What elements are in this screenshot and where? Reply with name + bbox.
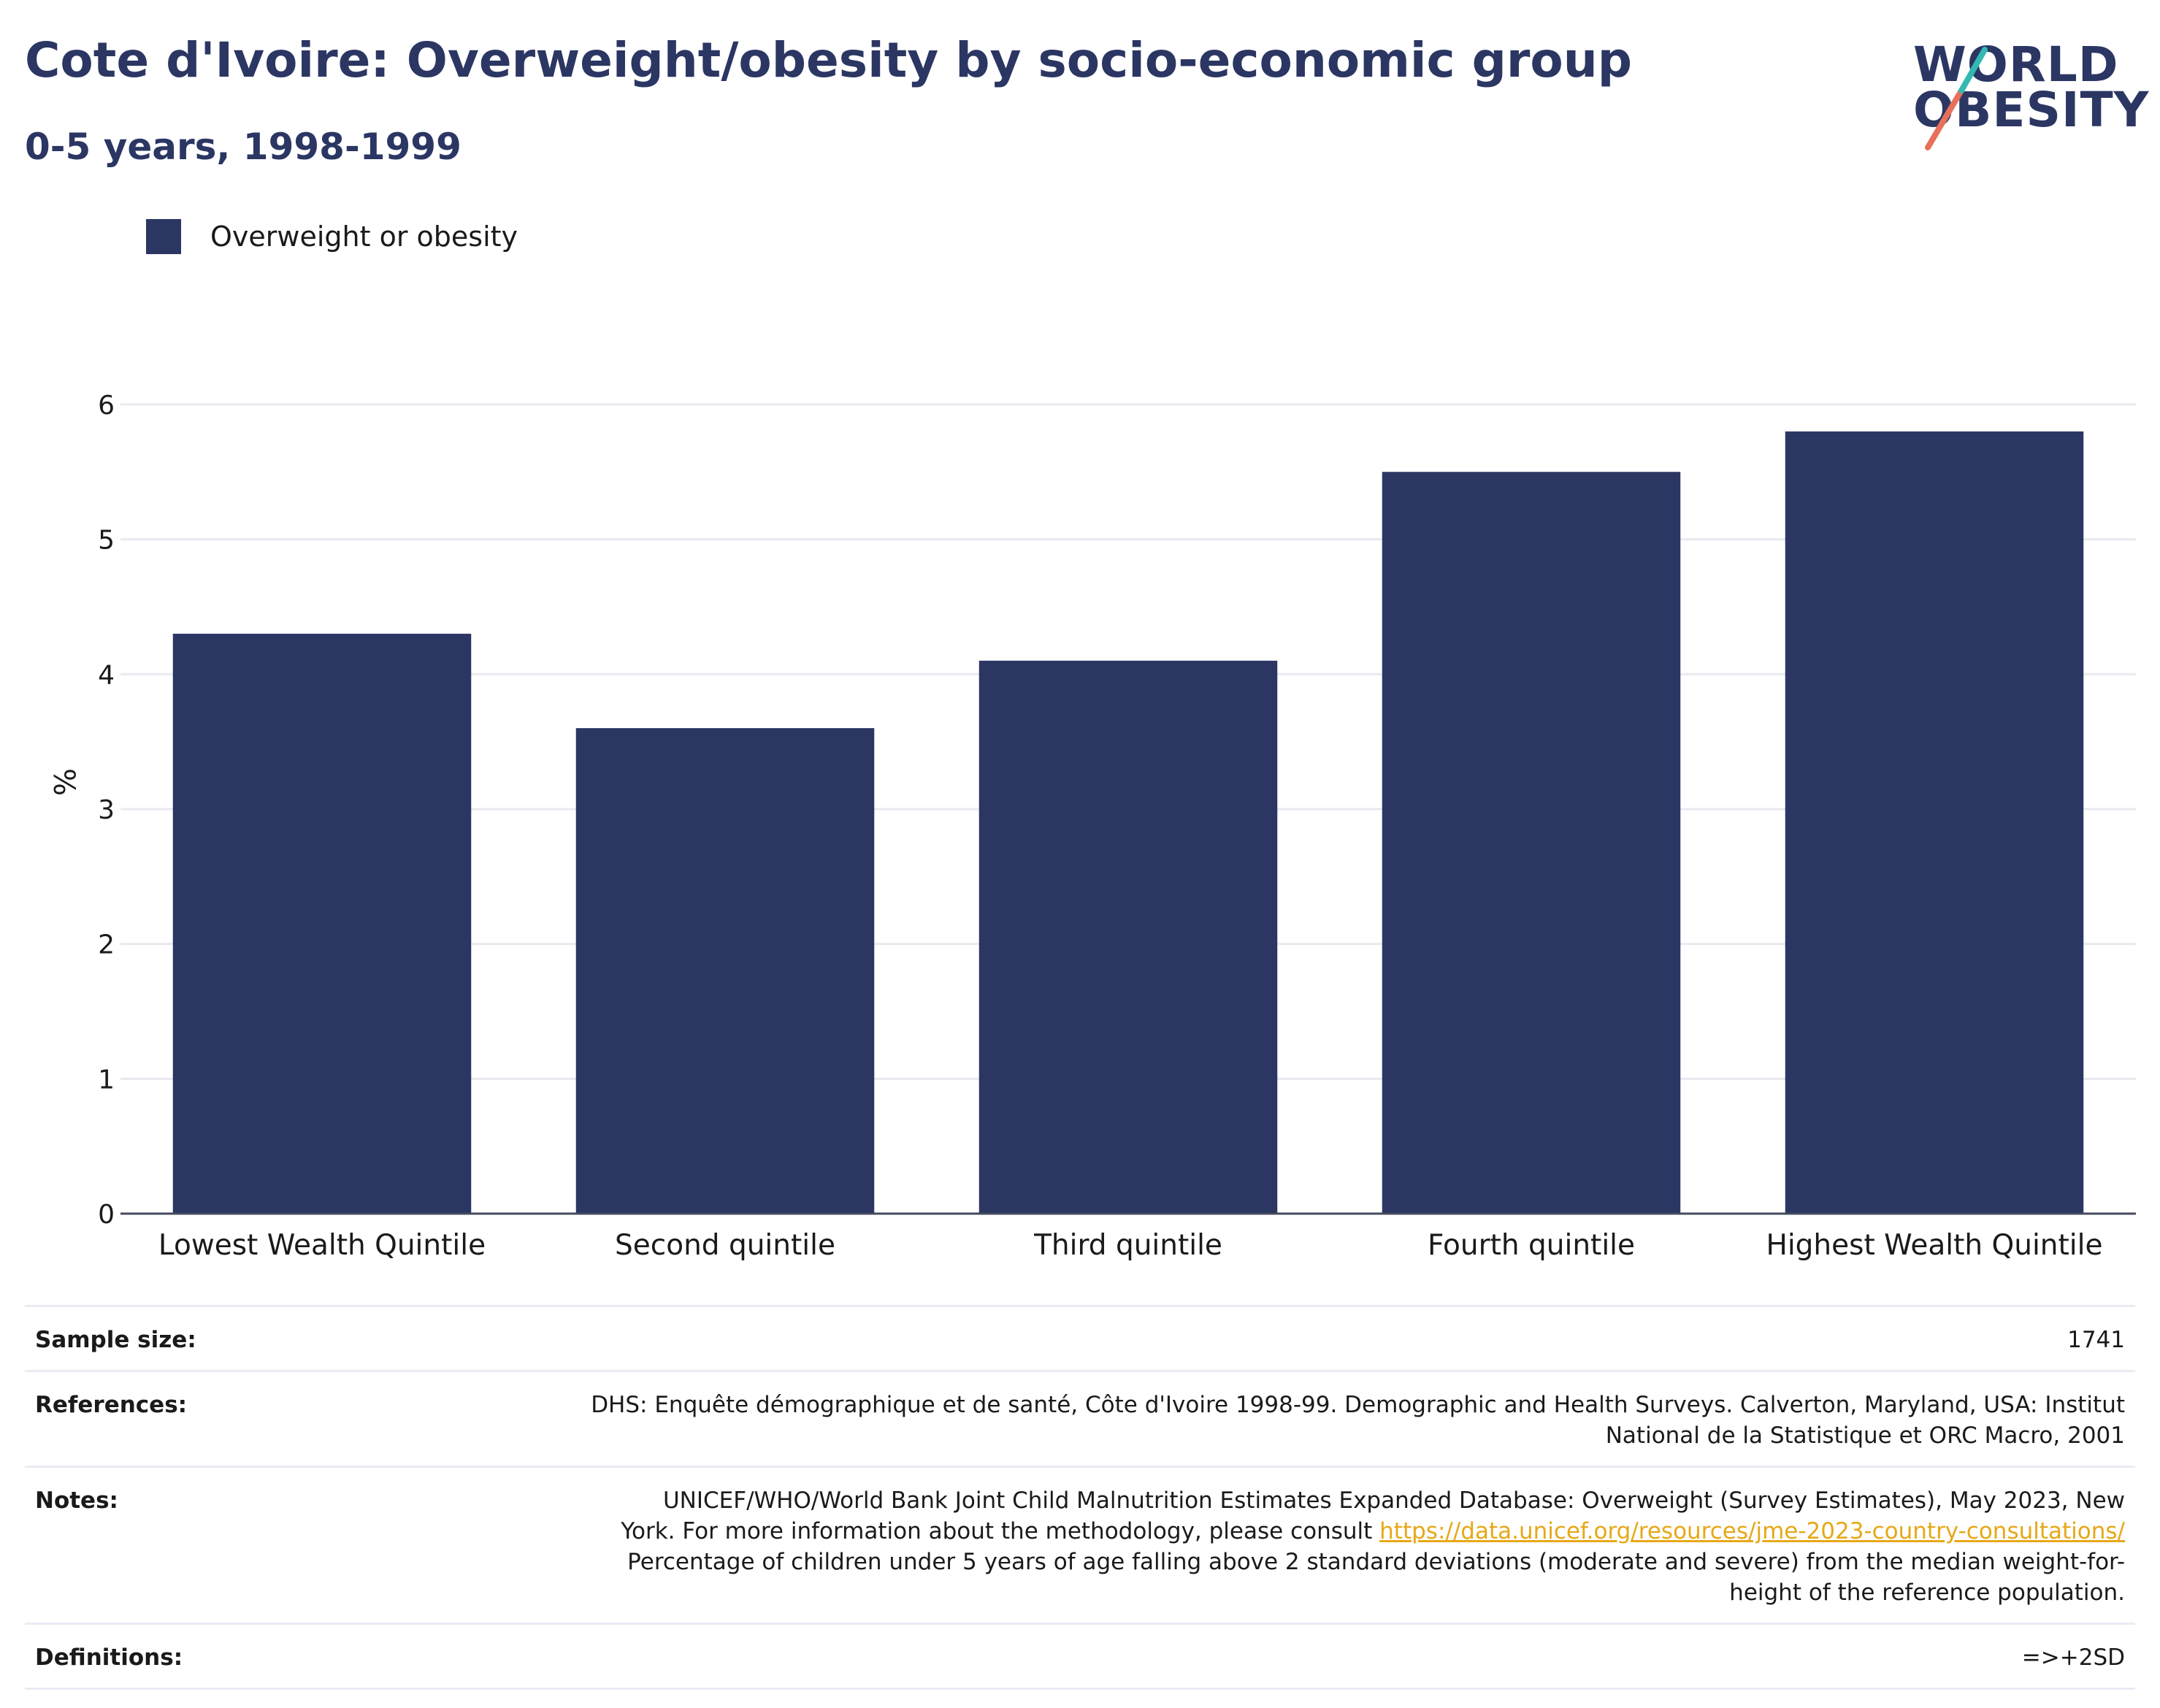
legend-swatch (146, 219, 181, 254)
y-tick-label: 2 (98, 930, 115, 960)
bar (172, 633, 472, 1214)
chart-legend: Overweight or obesity (146, 218, 518, 256)
notes-row: Notes: UNICEF/WHO/World Bank Joint Child… (25, 1466, 2135, 1624)
y-axis-label: % (47, 768, 80, 796)
bar (1785, 431, 2084, 1214)
references-value: DHS: Enquête démographique et de santé, … (308, 1370, 2135, 1467)
references-row: References: DHS: Enquête démographique e… (25, 1370, 2135, 1467)
notes-line-3: Percentage of children under 5 years of … (627, 1549, 2125, 1575)
x-tick-label: Highest Wealth Quintile (1766, 1229, 2103, 1262)
references-line-1: DHS: Enquête démographique et de santé, … (591, 1392, 2125, 1418)
bar (1382, 472, 1681, 1214)
y-tick-label: 6 (98, 391, 115, 421)
references-line-2: National de la Statistique et ORC Macro,… (1605, 1422, 2125, 1449)
bar (978, 660, 1278, 1214)
logo-slash-icon (1925, 47, 1988, 150)
x-tick-label: Second quintile (615, 1229, 835, 1262)
legend-label: Overweight or obesity (210, 221, 518, 253)
sample-size-value: 1741 (308, 1305, 2135, 1371)
notes-line-1: UNICEF/WHO/World Bank Joint Child Malnut… (662, 1487, 2125, 1514)
notes-methodology-link[interactable]: https://data.unicef.org/resources/jme-20… (1379, 1518, 2125, 1544)
chart-title: Cote d'Ivoire: Overweight/obesity by soc… (25, 32, 1633, 88)
chart-subtitle: 0-5 years, 1998-1999 (25, 126, 462, 168)
x-tick-label: Third quintile (1033, 1229, 1222, 1262)
notes-line-2: York. For more information about the met… (621, 1518, 1373, 1544)
definitions-label: Definitions: (25, 1623, 308, 1690)
y-tick-label: 4 (98, 660, 115, 690)
definitions-value: =>+2SD (308, 1623, 2135, 1690)
notes-line-4: height of the reference population. (1729, 1579, 2125, 1606)
references-label: References: (25, 1370, 308, 1467)
sample-size-row: Sample size: 1741 (25, 1305, 2135, 1371)
x-tick-label: Fourth quintile (1428, 1229, 1635, 1262)
logo-line-1: WORLD (1913, 37, 2119, 93)
notes-value: UNICEF/WHO/World Bank Joint Child Malnut… (308, 1466, 2135, 1624)
bar (575, 728, 875, 1214)
y-tick-label: 0 (98, 1200, 115, 1230)
x-tick-label: Lowest Wealth Quintile (158, 1229, 486, 1262)
notes-label: Notes: (25, 1466, 308, 1624)
sample-size-label: Sample size: (25, 1305, 308, 1371)
world-obesity-logo: WORLD OBESITY (1906, 25, 2148, 156)
y-tick-label: 5 (98, 526, 115, 556)
y-tick-label: 1 (98, 1065, 115, 1095)
definitions-row: Definitions: =>+2SD (25, 1623, 2135, 1690)
bar-chart: 0 1 2 3 4 5 6% Lowest Wealth Quintile Second qui… (47, 391, 2136, 1262)
y-tick-label: 3 (98, 795, 115, 825)
info-table: Sample size: 1741 References: DHS: Enquê… (25, 1305, 2135, 1690)
